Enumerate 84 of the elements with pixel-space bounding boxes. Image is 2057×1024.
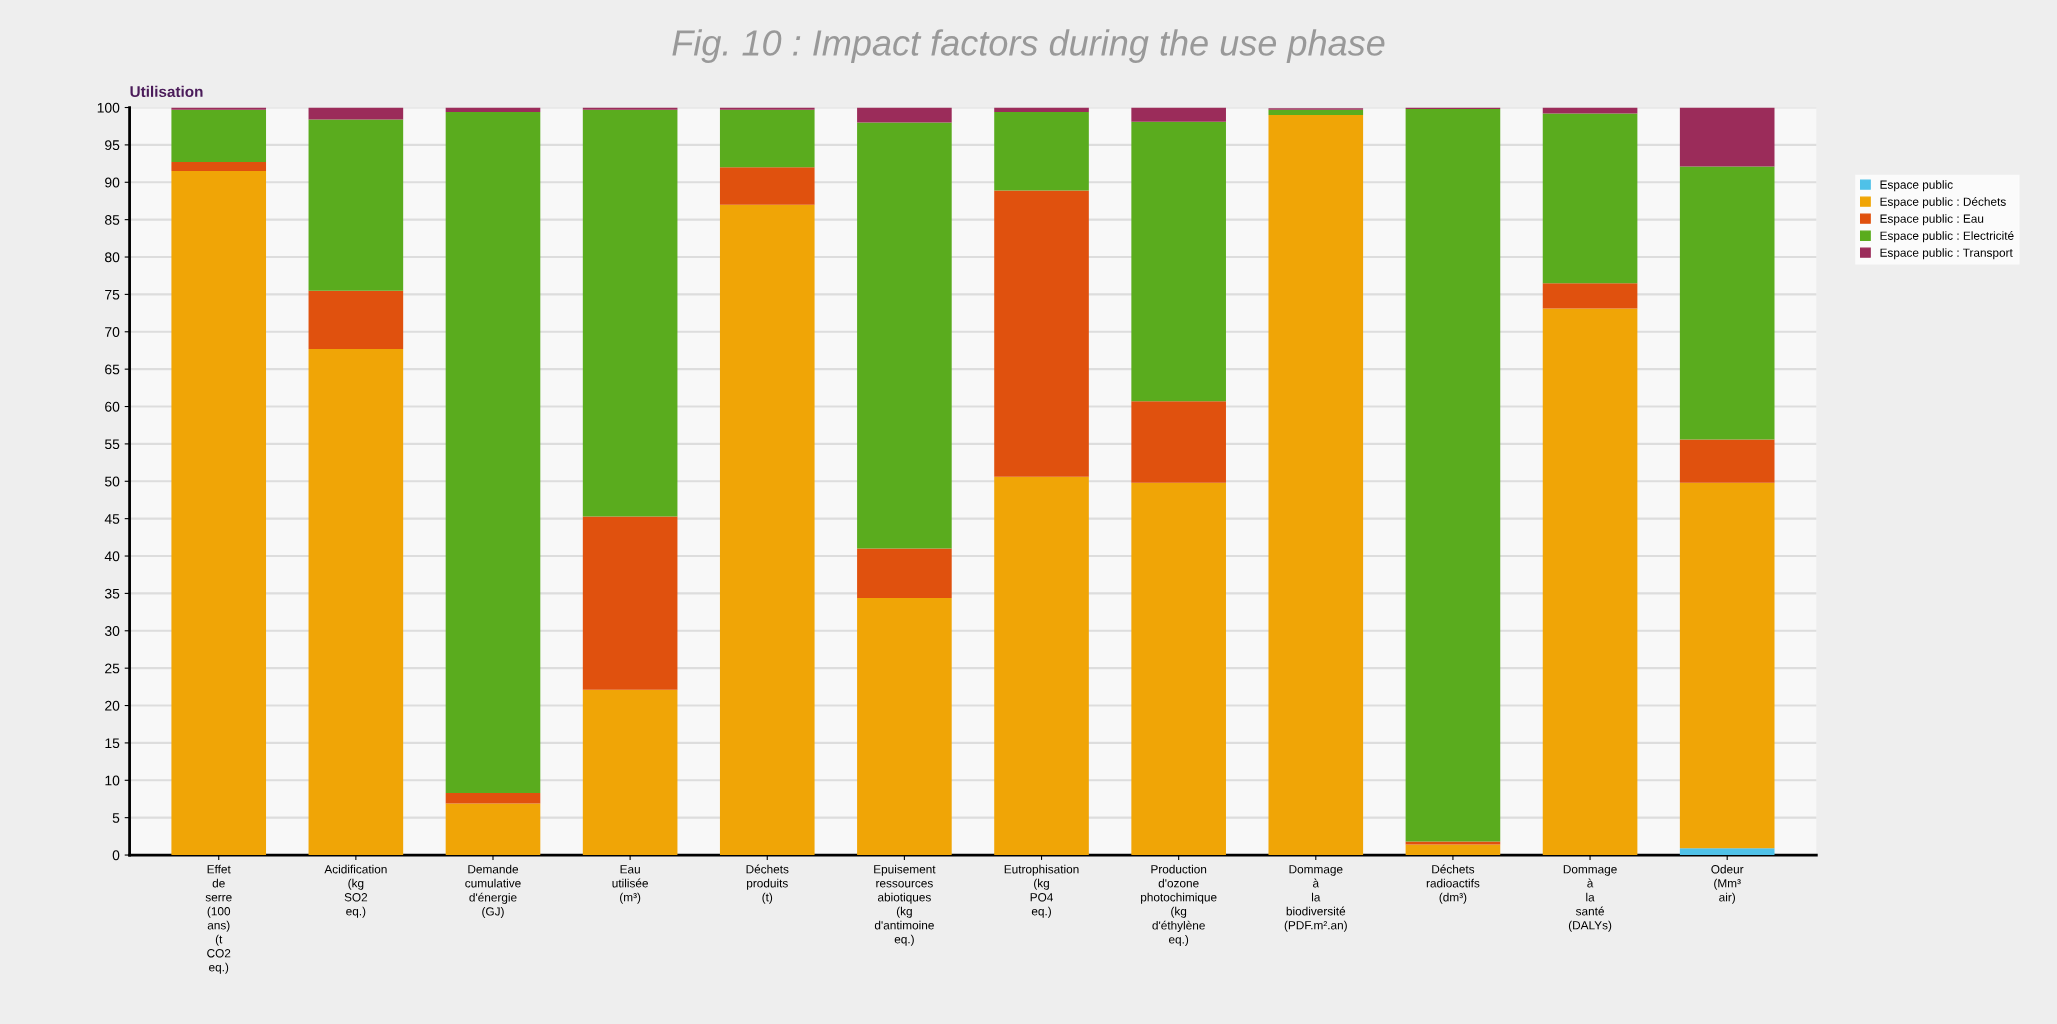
bar <box>1131 121 1226 402</box>
bar <box>1679 439 1775 483</box>
legend-label: Espace public : Eau <box>1880 214 1984 226</box>
bar <box>171 109 267 163</box>
bar <box>857 597 952 856</box>
x-tick-label: Déchets produits (t) <box>746 864 789 904</box>
bar <box>308 107 404 120</box>
bar <box>308 348 404 856</box>
bar <box>857 122 952 549</box>
bar <box>1405 844 1501 856</box>
bar <box>1542 113 1638 284</box>
bar <box>994 476 1089 856</box>
y-tick-label: 30 <box>104 626 120 636</box>
x-tick-label: Production d'ozone photochimique (kg d'éthylène eq.) <box>1141 864 1217 946</box>
legend-label: Espace public : Electricité <box>1880 231 2014 243</box>
legend-label: Espace public <box>1880 180 1953 192</box>
legend-label: Espace public : Transport <box>1880 248 2013 260</box>
bar <box>582 689 678 856</box>
x-tick-label: Acidification (kg SO2 eq.) <box>324 864 387 918</box>
bar <box>582 516 678 690</box>
bar <box>1268 109 1364 115</box>
y-tick-label: 10 <box>105 775 120 786</box>
chart-subtitle: Utilisation <box>130 85 203 98</box>
bar <box>1542 308 1638 856</box>
bar <box>719 204 815 856</box>
bar <box>719 107 815 110</box>
bar <box>1679 482 1775 849</box>
y-tick-label: 25 <box>105 663 120 674</box>
y-tick-label: 50 <box>104 476 120 487</box>
x-tick-label: Effet de serre (100 ans) (t CO2 eq.) <box>205 864 232 974</box>
bar <box>1542 283 1638 309</box>
bar <box>445 112 541 793</box>
y-tick-label: 90 <box>105 177 120 188</box>
bar <box>308 290 404 349</box>
y-tick-label: 15 <box>105 738 120 749</box>
bar <box>445 793 541 804</box>
bar <box>719 109 815 168</box>
y-tick-label: 65 <box>105 364 120 375</box>
bar <box>171 162 267 172</box>
y-tick-label: 45 <box>104 514 120 524</box>
chart-title: Fig. 10 : Impact factors during the use phase <box>672 29 1385 63</box>
x-tick-label: Eau utilisée (m³) <box>612 865 648 904</box>
bar <box>994 107 1089 113</box>
bar <box>1268 115 1364 856</box>
bar <box>1131 482 1226 856</box>
bar <box>445 803 541 856</box>
bar <box>171 171 267 856</box>
bar <box>1542 107 1638 114</box>
x-tick-label: Eutrophisation (kg PO4 eq.) <box>1004 864 1079 918</box>
bar <box>1405 841 1501 845</box>
bar <box>1679 848 1775 856</box>
y-tick-label: 5 <box>112 813 120 823</box>
y-tick-label: 95 <box>105 140 120 151</box>
bar <box>1679 166 1775 440</box>
bar <box>1131 401 1226 483</box>
bar <box>719 167 815 205</box>
y-tick-label: 80 <box>105 252 120 263</box>
y-tick-label: 40 <box>104 551 120 562</box>
x-tick-label: Epuisement ressources abiotiques (kg d'antimoine eq.) <box>874 864 936 946</box>
bar <box>171 107 267 110</box>
y-tick-label: 85 <box>105 214 120 225</box>
x-tick-label: Odeur (Mm³ air) <box>1711 864 1744 904</box>
x-tick-label: Demande cumulative d'énergie (GJ) <box>465 864 521 918</box>
y-tick-label: 100 <box>97 102 120 113</box>
bar <box>857 107 952 123</box>
y-tick-label: 55 <box>104 439 120 450</box>
bar <box>582 109 678 517</box>
bar <box>994 190 1089 477</box>
y-tick-label: 0 <box>112 850 120 861</box>
x-tick-label: Dommage à la biodiversité (PDF.m².an) <box>1284 865 1347 932</box>
y-tick-label: 20 <box>105 700 120 711</box>
bar <box>994 112 1089 191</box>
legend-label: Espace public : Déchets <box>1880 197 2006 209</box>
y-tick-label: 70 <box>105 327 120 337</box>
bar <box>1679 107 1775 167</box>
bar <box>308 119 404 291</box>
bar <box>1131 107 1226 122</box>
bar <box>1405 109 1501 842</box>
x-tick-label: Déchets radioactifs (dm³) <box>1426 864 1480 904</box>
bar <box>857 548 952 598</box>
y-tick-label: 35 <box>104 588 120 599</box>
x-tick-label: Dommage à la santé (DALYs) <box>1563 865 1617 932</box>
y-tick-label: 60 <box>105 401 120 412</box>
y-tick-label: 75 <box>105 289 120 300</box>
